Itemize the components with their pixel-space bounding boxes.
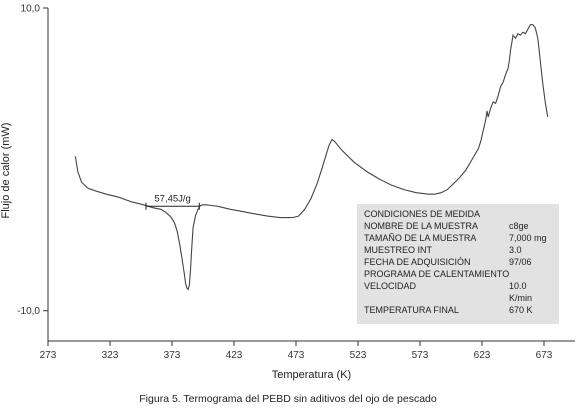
info-box-background bbox=[357, 204, 559, 324]
info-box-header: CONDICIONES DE MEDIDA bbox=[364, 209, 480, 219]
info-row-label: TAMAÑO DE LA MUESTRA bbox=[364, 233, 476, 243]
info-row-value: 10.0 bbox=[509, 281, 527, 291]
info-row-label: TEMPERATURA FINAL bbox=[364, 305, 459, 315]
y-tick-label: -10,0 bbox=[17, 306, 40, 317]
info-row-value: 7,000 mg bbox=[509, 233, 547, 243]
measurement-conditions-box: CONDICIONES DE MEDIDA NOMBRE DE LA MUEST… bbox=[357, 204, 559, 324]
y-tick-label: 10,0 bbox=[21, 4, 41, 15]
x-tick-label: 473 bbox=[288, 350, 305, 361]
info-box-rows: NOMBRE DE LA MUESTRA c8ge TAMAÑO DE LA MUE… bbox=[364, 221, 547, 315]
info-row-label: VELOCIDAD bbox=[364, 281, 417, 291]
x-tick-label: 573 bbox=[412, 350, 429, 361]
info-row-value: c8ge bbox=[509, 221, 529, 231]
info-row-value: 670 K bbox=[509, 305, 533, 315]
enthalpy-annotation: 57,45J/g bbox=[145, 193, 200, 210]
info-row-label: FECHA DE ADQUISICIÓN bbox=[364, 257, 471, 267]
x-tick-label: 323 bbox=[102, 350, 119, 361]
y-axis-title: Flujo de calor (mW) bbox=[0, 123, 12, 219]
thermogram-chart: 273 323 373 423 473 523 573 623 673 10,0 -10,0 Te… bbox=[0, 4, 575, 381]
info-row-label: PROGRAMA DE CALENTAMIENTO bbox=[364, 269, 509, 279]
info-row-value: 3.0 bbox=[509, 245, 522, 255]
x-tick-label: 623 bbox=[474, 350, 491, 361]
info-row-label: NOMBRE DE LA MUESTRA bbox=[364, 221, 478, 231]
x-tick-label: 423 bbox=[226, 350, 243, 361]
info-row-value: K/min bbox=[509, 293, 532, 303]
figure-caption: Figura 5. Termograma del PEBD sin aditiv… bbox=[139, 393, 437, 405]
info-row-label: MUESTREO INT bbox=[364, 245, 433, 255]
x-tick-label: 273 bbox=[40, 350, 57, 361]
y-ticks: 10,0 -10,0 bbox=[17, 4, 48, 317]
series-line-heat-flow bbox=[74, 24, 549, 291]
x-tick-label: 523 bbox=[350, 350, 367, 361]
x-axis-title: Temperatura (K) bbox=[272, 369, 351, 381]
x-tick-label: 673 bbox=[536, 350, 553, 361]
annotation-label: 57,45J/g bbox=[154, 193, 190, 204]
axes bbox=[47, 8, 575, 342]
info-row-value: 97/06 bbox=[509, 257, 532, 267]
x-ticks: 273 323 373 423 473 523 573 623 673 bbox=[40, 341, 553, 361]
x-tick-label: 373 bbox=[164, 350, 181, 361]
